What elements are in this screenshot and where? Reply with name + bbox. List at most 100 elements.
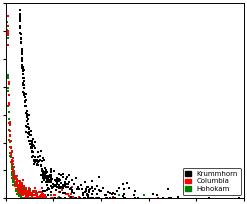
Point [42, 158, 46, 162]
Point [22, 186, 26, 189]
Point [16, 186, 20, 189]
Point [14, 185, 18, 188]
Point [105, 197, 109, 200]
Point [123, 197, 127, 200]
Point [18, 26, 22, 29]
Point [42, 158, 46, 161]
Point [38, 191, 42, 194]
Point [44, 174, 48, 177]
Point [35, 195, 39, 198]
Point [30, 140, 34, 144]
Point [23, 100, 27, 103]
Point [58, 178, 62, 181]
Point [77, 187, 81, 191]
Point [42, 178, 46, 182]
Point [16, 187, 20, 190]
Point [22, 76, 26, 80]
Point [64, 192, 68, 195]
Point [19, 191, 23, 194]
Point [35, 162, 39, 165]
Point [20, 193, 24, 197]
Point [30, 150, 34, 153]
Point [33, 161, 37, 164]
Point [28, 191, 32, 194]
Point [93, 187, 97, 191]
Point [49, 167, 53, 171]
Point [25, 192, 29, 195]
Point [7, 104, 11, 107]
Point [28, 193, 32, 196]
Point [20, 52, 24, 55]
Point [21, 184, 25, 187]
Point [23, 190, 27, 193]
Point [27, 127, 31, 130]
Point [75, 187, 79, 191]
Point [17, 191, 21, 194]
Point [49, 191, 53, 194]
Point [49, 196, 53, 199]
Point [13, 180, 17, 183]
Point [17, 194, 21, 197]
Point [57, 179, 61, 182]
Point [39, 164, 43, 167]
Point [22, 191, 26, 194]
Point [5, 28, 9, 31]
Point [85, 193, 89, 197]
Point [11, 173, 15, 176]
Point [25, 114, 29, 117]
Point [42, 194, 46, 197]
Point [29, 194, 33, 197]
Point [44, 171, 48, 174]
Point [84, 189, 88, 192]
Point [27, 130, 31, 133]
Point [22, 79, 26, 82]
Point [9, 155, 13, 159]
Point [16, 192, 20, 195]
Point [49, 180, 53, 183]
Point [6, 33, 10, 37]
Point [30, 149, 34, 152]
Point [136, 197, 140, 200]
Point [9, 146, 13, 150]
Point [32, 144, 36, 148]
Point [151, 192, 155, 196]
Point [30, 195, 34, 198]
Point [20, 57, 24, 60]
Point [12, 171, 16, 174]
Point [44, 195, 48, 198]
Point [59, 182, 63, 185]
Point [6, 29, 10, 33]
Point [117, 194, 121, 197]
Point [54, 178, 58, 182]
Point [21, 67, 25, 71]
Point [41, 156, 45, 159]
Point [166, 187, 170, 191]
Point [24, 195, 28, 198]
Point [49, 181, 53, 184]
Point [25, 190, 29, 193]
Point [61, 175, 65, 178]
Point [40, 191, 44, 194]
Point [108, 192, 112, 195]
Point [49, 184, 53, 188]
Point [57, 178, 61, 181]
Point [47, 175, 51, 178]
Point [33, 147, 37, 150]
Point [14, 177, 18, 180]
Point [21, 196, 25, 199]
Point [26, 125, 30, 129]
Point [45, 184, 49, 187]
Point [10, 161, 14, 165]
Point [18, 187, 21, 191]
Point [18, 26, 22, 30]
Point [8, 134, 12, 137]
Point [40, 196, 44, 200]
Point [20, 67, 23, 70]
Point [28, 196, 32, 200]
Point [98, 190, 102, 193]
Point [77, 196, 81, 199]
Point [10, 160, 14, 163]
Point [142, 194, 146, 197]
Point [89, 196, 93, 199]
Point [20, 57, 24, 60]
